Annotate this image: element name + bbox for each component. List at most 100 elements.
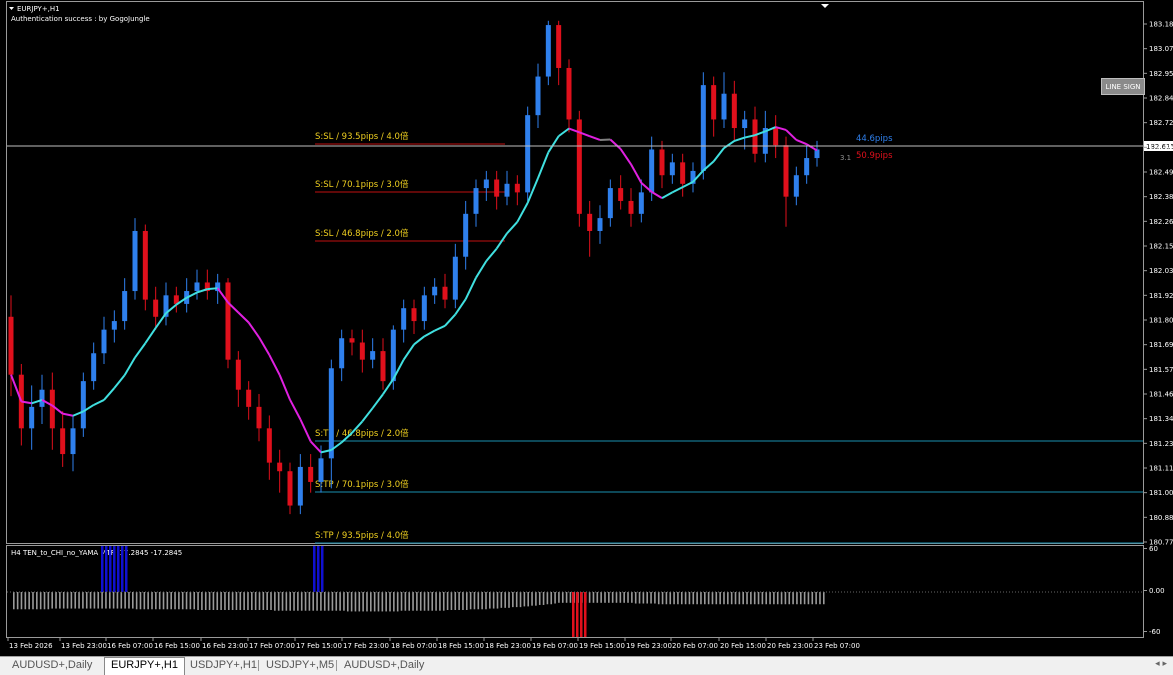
ind-bar — [719, 592, 721, 604]
ind-bar — [635, 592, 637, 604]
main-pane-frame — [7, 2, 1144, 544]
tab-usdjpy-h1[interactable]: USDJPY+,H1 — [184, 658, 263, 673]
ind-bar — [677, 592, 679, 604]
ind-bar — [796, 592, 798, 604]
tab-audusd-daily[interactable]: AUDUSD+,Daily — [6, 658, 98, 673]
ind-bar — [163, 592, 165, 609]
ind-bar — [562, 592, 564, 603]
ind-bar — [804, 592, 806, 604]
collapse-triangle-icon[interactable] — [9, 7, 14, 10]
ma-segment — [435, 326, 445, 331]
ind-bar — [666, 592, 668, 604]
ind-bar — [704, 592, 706, 604]
ind-bar — [612, 592, 614, 603]
candle-body — [660, 149, 665, 175]
ma-segment — [383, 379, 393, 394]
ind-bar — [654, 592, 656, 604]
price-tick-label: 183.185 — [1149, 21, 1173, 29]
tab-separator — [258, 660, 259, 671]
ind-bar — [639, 592, 641, 604]
ind-bar — [389, 592, 391, 611]
candle-body — [112, 321, 117, 330]
candle-body — [556, 25, 561, 68]
ind-bar — [435, 592, 437, 611]
ind-bar — [424, 592, 426, 611]
ind-bar — [451, 592, 453, 610]
ind-bar — [516, 592, 518, 607]
ma-segment — [63, 414, 73, 416]
ind-bar — [51, 592, 53, 609]
ind-bar — [216, 592, 218, 610]
ind-bar — [113, 592, 115, 609]
price-tick-label: 182.265 — [1149, 218, 1173, 226]
candle-body — [277, 463, 282, 472]
ind-bar — [247, 592, 249, 610]
price-tick-label: 181.230 — [1149, 440, 1173, 448]
ind-bar — [689, 592, 691, 604]
ind-signal-bar — [105, 546, 108, 592]
ind-bar — [117, 592, 119, 609]
candle-body — [649, 149, 654, 192]
candle-body — [629, 201, 634, 214]
ind-bar — [589, 592, 591, 603]
candle-body — [267, 428, 272, 462]
ind-bar — [74, 592, 76, 609]
candle-body — [122, 291, 127, 321]
ma-segment — [114, 375, 124, 388]
ind-bar — [36, 592, 38, 609]
tab-scroll-arrows[interactable]: ◂ ▸ — [1155, 659, 1167, 669]
ind-bar — [25, 592, 27, 609]
time-tick-label: 16 Feb 15:00 — [154, 642, 200, 650]
line-sign-button[interactable]: LINE SIGN — [1101, 78, 1145, 95]
ind-bar — [788, 592, 790, 604]
ind-bar — [124, 592, 126, 609]
ma-segment — [786, 130, 796, 140]
ind-bar — [186, 592, 188, 609]
ind-bar — [82, 592, 84, 609]
candle-body — [381, 351, 386, 381]
ind-bar — [497, 592, 499, 609]
ind-bar — [508, 592, 510, 608]
ind-bar — [266, 592, 268, 610]
ind-bar — [416, 592, 418, 611]
price-chart[interactable]: EURJPY+,H1 Authentication success : by G… — [5, 0, 1173, 655]
ma-segment — [445, 314, 455, 325]
ind-bar — [140, 592, 142, 609]
time-tick-label: 20 Feb 07:00 — [672, 642, 718, 650]
ma-segment — [414, 336, 424, 344]
ind-bar — [620, 592, 622, 603]
chart-shift-marker[interactable] — [821, 4, 829, 8]
ma-segment — [652, 192, 662, 198]
tab-usdjpy-m5[interactable]: USDJPY+,M5 — [260, 658, 340, 673]
ind-bar — [13, 592, 15, 609]
ind-signal-bar — [101, 546, 104, 592]
ind-bar — [785, 592, 787, 604]
ind-bar — [339, 592, 341, 611]
ind-bar — [71, 592, 73, 609]
sl-label: S:SL / 93.5pips / 4.0倍 — [315, 131, 409, 142]
ind-bar — [524, 592, 526, 606]
ind-bar — [174, 592, 176, 609]
candle-body — [153, 300, 158, 317]
time-tick-label: 20 Feb 15:00 — [720, 642, 766, 650]
chart-window: EURJPY+,H1 Authentication success : by G… — [5, 0, 1173, 655]
ind-bar — [765, 592, 767, 604]
ind-bar — [59, 592, 61, 609]
ma-segment — [672, 187, 682, 192]
ma-segment — [207, 288, 217, 289]
ind-bar — [332, 592, 334, 611]
ind-bar — [374, 592, 376, 611]
ind-bar — [28, 592, 30, 609]
time-tick-label: 19 Feb 07:00 — [532, 642, 578, 650]
candle-body — [732, 94, 737, 128]
tab-eurjpy-h1[interactable]: EURJPY+,H1 — [104, 657, 185, 675]
price-axis[interactable]: 183.185183.070182.955182.840182.725182.6… — [1143, 21, 1173, 547]
ind-bar — [155, 592, 157, 609]
ind-bar — [270, 592, 272, 610]
candle-body — [29, 407, 34, 428]
tab-audusd-daily[interactable]: AUDUSD+,Daily — [338, 658, 430, 673]
candle-body — [670, 162, 675, 175]
ind-bar — [32, 592, 34, 609]
time-tick-label: 18 Feb 07:00 — [391, 642, 437, 650]
